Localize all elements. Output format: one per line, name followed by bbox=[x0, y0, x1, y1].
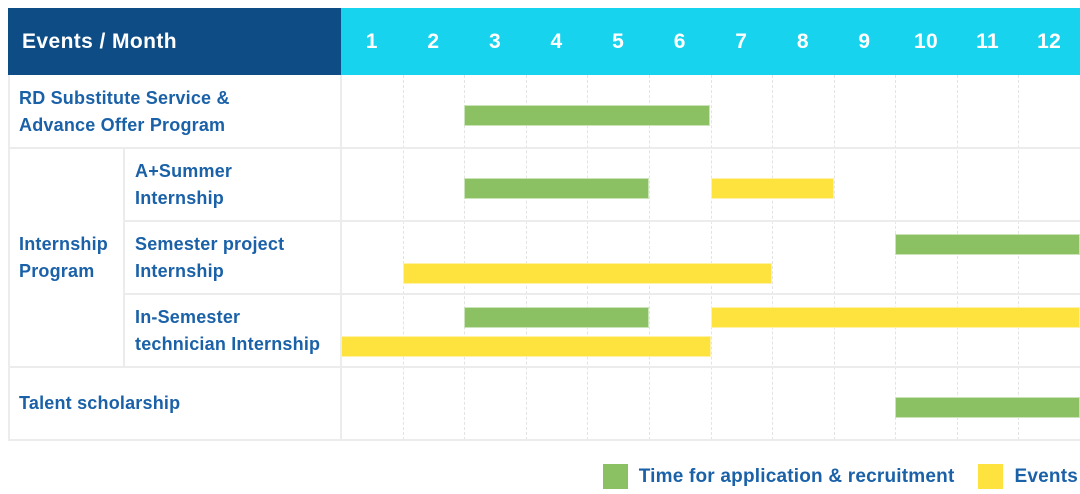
month-gridline bbox=[1018, 75, 1020, 440]
row-label-line: technician Internship bbox=[135, 333, 321, 354]
gantt-chart: Events / Month 1 2 3 4 5 6 7 8 9 10 11 12 Internshi… bbox=[8, 8, 1080, 494]
month-label: 1 bbox=[365, 29, 378, 53]
month-gridline bbox=[525, 75, 527, 440]
month-label: 2 bbox=[427, 29, 440, 53]
events-month-header-cell: Events / Month bbox=[8, 8, 341, 75]
table-left-border bbox=[8, 75, 10, 440]
month-gridline bbox=[710, 75, 712, 440]
row-label-line: A+Summer bbox=[135, 160, 233, 181]
row-separator-line bbox=[124, 293, 1080, 295]
month-gridline bbox=[648, 75, 650, 440]
legend-swatch-green bbox=[602, 464, 628, 489]
row-label-line: Advance Offer Program bbox=[19, 114, 226, 135]
legend-swatch-yellow bbox=[978, 464, 1004, 489]
row-label-line: In-Semester bbox=[135, 306, 241, 327]
yellow-bar bbox=[710, 178, 834, 199]
legend-label: Time for application & recruitment bbox=[638, 465, 955, 487]
month-gridline bbox=[402, 75, 404, 440]
month-gridline bbox=[833, 75, 835, 440]
month-gridline bbox=[464, 75, 466, 440]
yellow-bar bbox=[341, 336, 711, 357]
label-chart-divider bbox=[340, 75, 342, 440]
yellow-bar bbox=[402, 263, 773, 284]
month-label: 11 bbox=[976, 29, 999, 53]
month-label: 12 bbox=[1037, 29, 1062, 53]
row-label-line: Internship bbox=[135, 260, 225, 281]
row-label: A+Summer Internship bbox=[124, 148, 341, 221]
group-sublabel-divider bbox=[123, 148, 125, 367]
row-label-line: Semester project bbox=[135, 233, 285, 254]
group-label-line: Internship bbox=[19, 233, 109, 254]
month-label: 6 bbox=[673, 29, 686, 53]
month-gridline bbox=[895, 75, 897, 440]
month-label: 9 bbox=[858, 29, 871, 53]
month-label: 3 bbox=[488, 29, 501, 53]
legend: Time for application & recruitment Events bbox=[602, 464, 1078, 489]
legend-item: Events bbox=[978, 464, 1078, 489]
row-label-line: Internship bbox=[135, 187, 225, 208]
row-label: Talent scholarship bbox=[8, 367, 341, 440]
row-label-line: RD Substitute Service & bbox=[19, 87, 230, 108]
month-label: 4 bbox=[550, 29, 563, 53]
row-label: RD Substitute Service & Advance Offer Pro… bbox=[8, 75, 341, 148]
green-bar bbox=[895, 397, 1080, 418]
month-label: 8 bbox=[796, 29, 809, 53]
group-label-internship-program: Internship Program bbox=[8, 148, 124, 367]
row-label: Semester project Internship bbox=[124, 221, 341, 294]
legend-label: Events bbox=[1014, 465, 1078, 487]
green-bar bbox=[464, 178, 649, 199]
row-label-line: Talent scholarship bbox=[19, 393, 181, 413]
legend-item: Time for application & recruitment bbox=[602, 464, 955, 489]
month-label: 10 bbox=[914, 29, 938, 53]
group-label-line: Program bbox=[19, 260, 95, 281]
green-bar bbox=[895, 234, 1080, 255]
row-separator-line bbox=[8, 147, 1080, 149]
month-gridline bbox=[772, 75, 774, 440]
gantt-body: Internship Program RD Substitute Service &… bbox=[8, 75, 1080, 441]
month-gridline bbox=[587, 75, 589, 440]
month-header-row: 1 2 3 4 5 6 7 8 9 10 11 12 bbox=[341, 8, 1080, 75]
yellow-bar bbox=[710, 307, 1080, 328]
green-bar bbox=[464, 307, 649, 328]
month-label: 5 bbox=[612, 29, 625, 53]
table-title: Events / Month bbox=[22, 29, 177, 53]
row-separator-line bbox=[8, 366, 1080, 368]
month-gridline bbox=[956, 75, 958, 440]
row-separator-line bbox=[124, 220, 1080, 222]
green-bar bbox=[464, 105, 711, 126]
row-separator-line bbox=[8, 439, 1080, 441]
row-label: In-Semester technician Internship bbox=[124, 294, 341, 367]
month-label: 7 bbox=[735, 29, 748, 53]
